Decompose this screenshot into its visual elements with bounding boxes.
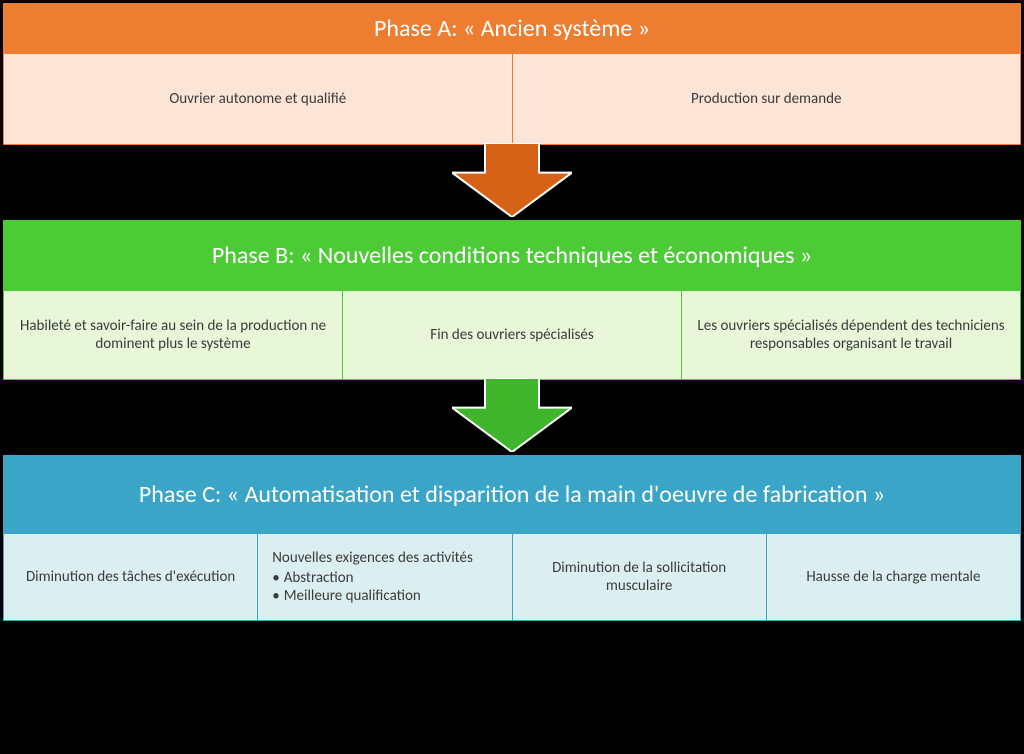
phase-c-body: Diminution des tâches d'exécution Nouvel… — [4, 534, 1020, 620]
phase-b-body: Habileté et savoir-faire au sein de la p… — [4, 291, 1020, 379]
phase-c-item: Diminution des tâches d'exécution — [4, 534, 258, 620]
phase-a-body: Ouvrier autonome et qualifié Production … — [4, 54, 1020, 144]
arrow-b-to-c-wrap — [0, 380, 1024, 452]
phase-c-block: Phase C: « Automatisation et disparition… — [3, 455, 1021, 621]
phase-a-header: Phase A: « Ancien système » — [4, 4, 1020, 54]
phase-a-block: Phase A: « Ancien système » Ouvrier auto… — [3, 3, 1021, 145]
phase-c-header: Phase C: « Automatisation et disparition… — [4, 456, 1020, 534]
arrow-down-icon — [452, 143, 572, 217]
arrow-down-icon — [452, 378, 572, 452]
phase-b-block: Phase B: « Nouvelles conditions techniqu… — [3, 220, 1021, 380]
phase-c-list-bullet: Meilleure qualification — [272, 587, 421, 605]
phase-b-item: Habileté et savoir-faire au sein de la p… — [4, 291, 343, 379]
phase-c-item: Diminution de la sollicitation musculair… — [513, 534, 767, 620]
phase-b-header: Phase B: « Nouvelles conditions techniqu… — [4, 221, 1020, 291]
phase-b-item: Fin des ouvriers spécialisés — [343, 291, 682, 379]
phase-c-list-bullet: Abstraction — [272, 569, 421, 587]
phase-c-item: Hausse de la charge mentale — [767, 534, 1020, 620]
phase-c-list: Abstraction Meilleure qualification — [272, 569, 421, 605]
phase-c-list-title: Nouvelles exigences des activités — [272, 549, 497, 567]
phase-b-item: Les ouvriers spécialisés dépendent des t… — [682, 291, 1020, 379]
phase-a-item: Production sur demande — [513, 54, 1021, 144]
arrow-a-to-b-wrap — [0, 145, 1024, 217]
phase-c-item-list: Nouvelles exigences des activités Abstra… — [258, 534, 512, 620]
phase-a-item: Ouvrier autonome et qualifié — [4, 54, 513, 144]
